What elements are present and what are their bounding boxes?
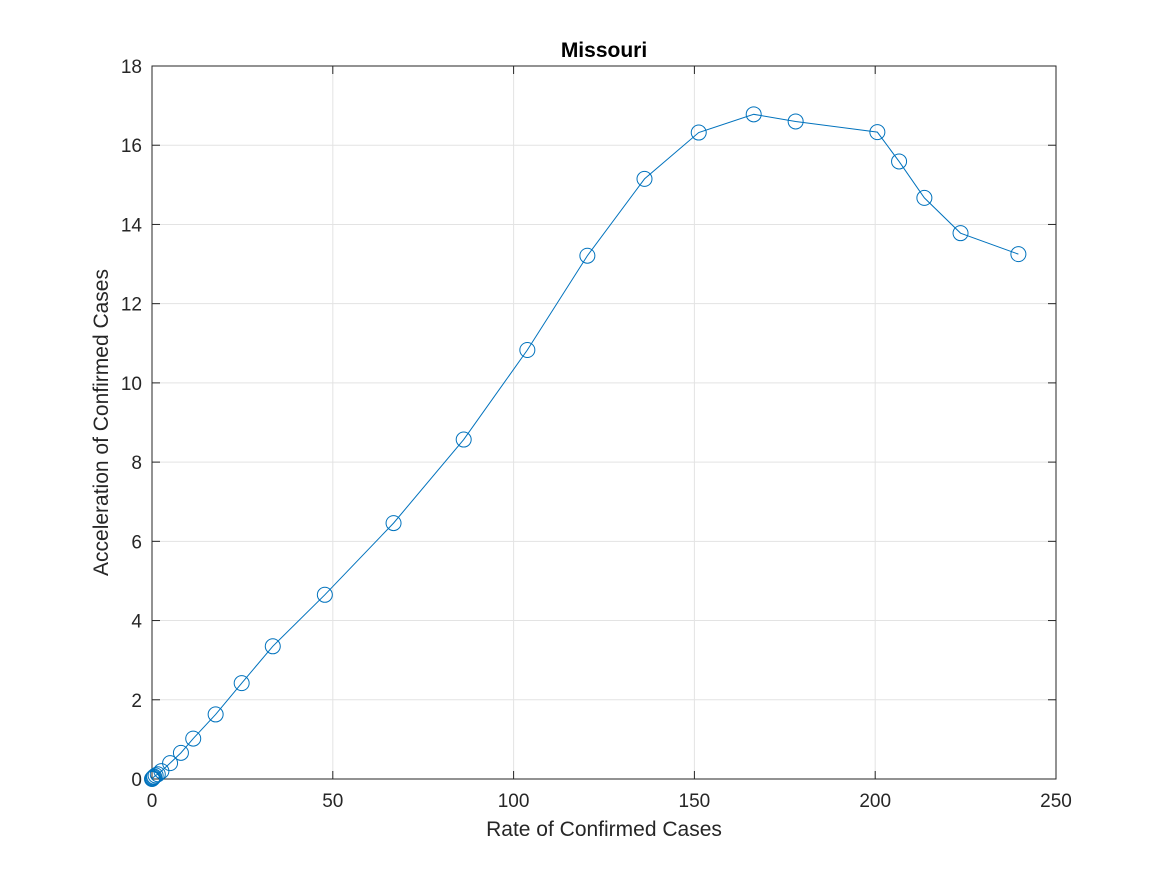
data-point-marker	[519, 342, 536, 359]
data-point-marker	[455, 431, 472, 448]
data-point-marker	[153, 763, 170, 780]
data-point-marker	[162, 755, 179, 772]
data-point-marker	[147, 767, 164, 784]
data-point-marker	[745, 106, 762, 123]
y-tick-label: 6	[131, 532, 142, 553]
data-point-marker	[316, 586, 333, 603]
x-tick-label: 250	[1040, 791, 1072, 812]
chart-title: Missouri	[561, 39, 647, 62]
data-point-marker	[145, 769, 162, 786]
x-tick-label: 200	[859, 791, 891, 812]
data-point-marker	[952, 225, 969, 242]
data-point-marker	[385, 515, 402, 532]
data-point-marker	[207, 706, 224, 723]
y-tick-label: 18	[121, 57, 142, 78]
y-tick-label: 2	[131, 691, 142, 712]
series-line	[151, 113, 1019, 780]
y-tick-label: 10	[121, 374, 142, 395]
x-tick-label: 100	[498, 791, 530, 812]
data-point-marker	[185, 730, 202, 747]
data-point-marker	[891, 153, 908, 170]
data-point-marker	[1010, 246, 1027, 263]
x-tick-label: 150	[679, 791, 711, 812]
data-point-marker	[264, 638, 281, 655]
y-tick-label: 14	[121, 215, 143, 236]
axis-ticks: 0 50 100 150 200 250 0 2 4 6 8 10 12 14 16 18	[121, 57, 1072, 812]
y-tick-label: 4	[131, 612, 142, 633]
data-point-marker	[916, 189, 933, 206]
plot-area-border	[151, 65, 1057, 780]
x-axis-label: Rate of Confirmed Cases	[486, 818, 722, 841]
data-point-marker	[869, 124, 886, 141]
data-point-marker	[787, 113, 804, 130]
data-point-marker	[690, 124, 707, 141]
data-point-marker	[172, 744, 189, 761]
y-tick-label: 12	[121, 295, 142, 316]
y-axis-label: Acceleration of Confirmed Cases	[90, 269, 113, 576]
y-tick-label: 8	[131, 453, 142, 474]
data-point-marker	[636, 170, 653, 187]
y-tick-label: 16	[121, 136, 142, 157]
x-tick-label: 0	[147, 791, 158, 812]
y-tick-label: 0	[131, 770, 142, 791]
data-point-marker	[579, 247, 596, 264]
data-point-marker	[149, 766, 166, 783]
x-tick-label: 50	[322, 791, 343, 812]
data-series	[144, 106, 1027, 787]
data-point-marker	[233, 675, 250, 692]
